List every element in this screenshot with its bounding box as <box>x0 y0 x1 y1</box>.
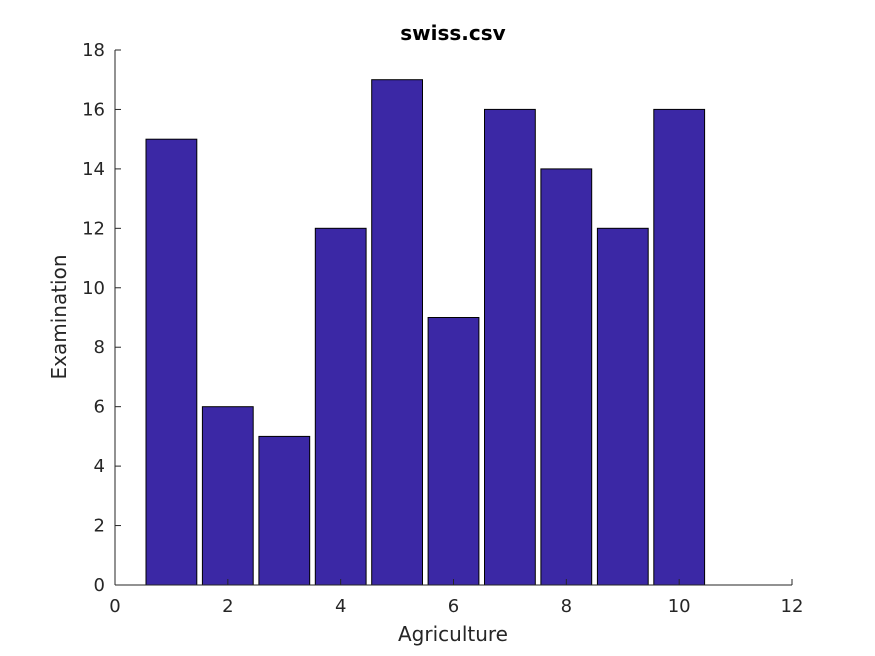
x-axis-label: Agriculture <box>398 622 508 646</box>
y-tick-label: 6 <box>94 397 105 418</box>
bar-6 <box>427 317 480 586</box>
y-tick-label: 18 <box>82 40 105 61</box>
bar-1 <box>145 138 198 586</box>
bar-3 <box>258 435 311 586</box>
bar-7 <box>484 108 536 586</box>
x-tick-label: 2 <box>222 596 233 617</box>
y-axis-label: Examination <box>47 254 71 379</box>
y-tick-label: 2 <box>94 516 105 537</box>
x-tick-label: 8 <box>561 596 572 617</box>
x-tick-label: 10 <box>668 596 691 617</box>
bar-10 <box>653 108 706 586</box>
x-axis-ticks: 0 2 4 6 8 10 12 <box>109 579 803 617</box>
bar-2 <box>201 406 254 586</box>
y-tick-label: 4 <box>94 456 105 477</box>
bar-5 <box>371 79 424 586</box>
y-tick-label: 10 <box>82 278 105 299</box>
y-tick-label: 16 <box>82 99 105 120</box>
y-tick-label: 12 <box>82 218 105 239</box>
y-tick-label: 8 <box>94 337 105 358</box>
bar-9 <box>596 227 649 586</box>
x-tick-label: 4 <box>335 596 346 617</box>
chart-title: swiss.csv <box>400 21 505 45</box>
x-tick-label: 6 <box>448 596 459 617</box>
y-tick-label: 14 <box>82 159 105 180</box>
bar-8 <box>540 168 593 586</box>
bars-group <box>145 79 706 586</box>
y-tick-label: 0 <box>94 575 105 596</box>
bar-4 <box>314 227 367 586</box>
x-tick-label: 0 <box>109 596 120 617</box>
x-tick-label: 12 <box>781 596 804 617</box>
